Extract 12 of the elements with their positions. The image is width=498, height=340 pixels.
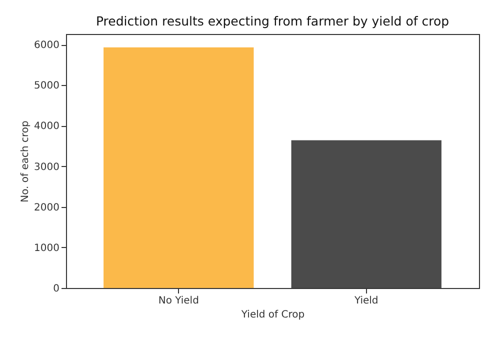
y-tick-label: 6000	[34, 40, 60, 52]
x-tick-label: No Yield	[158, 296, 199, 306]
y-tick-label: 2000	[34, 202, 60, 214]
x-axis-title: Yield of Crop	[240, 310, 305, 320]
y-axis-title: No. of each crop	[20, 120, 32, 202]
y-tick-label: 5000	[34, 80, 60, 92]
x-tick-label: Yield	[353, 296, 378, 306]
y-tick-label: 1000	[34, 242, 60, 254]
y-tick-label: 4000	[34, 121, 60, 132]
y-tick-label: 3000	[34, 162, 60, 173]
y-tick-label: 0	[53, 284, 60, 294]
chart-title: Prediction results expecting from farmer by yield of crop	[96, 14, 450, 28]
